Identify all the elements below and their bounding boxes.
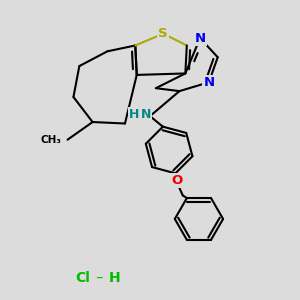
Text: N: N	[203, 76, 214, 89]
Text: H: H	[109, 271, 121, 285]
Text: –: –	[92, 271, 108, 285]
Text: O: O	[171, 174, 182, 187]
Text: N: N	[194, 32, 206, 45]
Text: Cl: Cl	[75, 271, 90, 285]
Text: N: N	[140, 108, 151, 121]
Text: H: H	[129, 108, 139, 121]
Text: CH₃: CH₃	[41, 135, 62, 145]
Text: S: S	[158, 27, 168, 40]
